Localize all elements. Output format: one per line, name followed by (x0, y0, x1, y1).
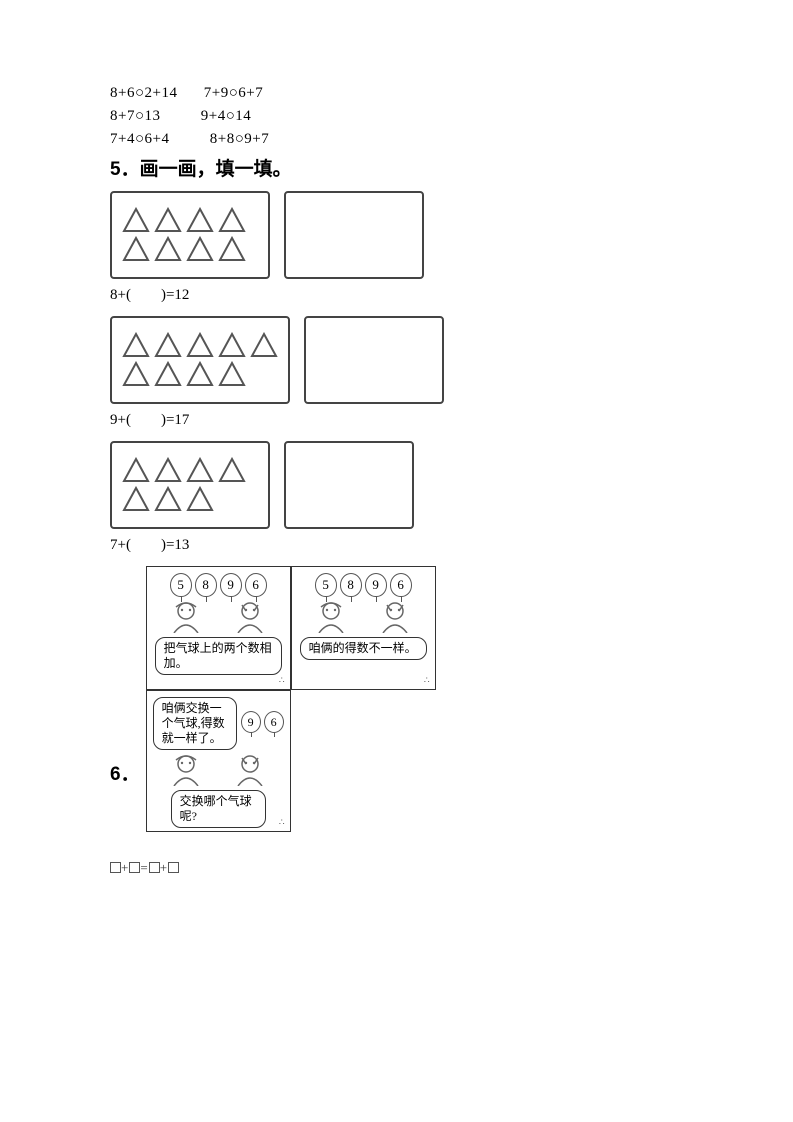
triangle-icon (122, 457, 150, 483)
balloon-icon: 8 (340, 573, 362, 597)
blank-box-icon (110, 862, 121, 873)
balloon-row: 5896 (292, 573, 435, 597)
triangle-icon (122, 332, 150, 358)
triangle-icon (122, 486, 150, 512)
triangle-icon (186, 332, 214, 358)
comparison-row-2: 8+7○13 9+4○14 (110, 108, 670, 125)
kid-icon (377, 601, 413, 633)
blank-box-icon (149, 862, 160, 873)
triangle-pair-row (110, 191, 670, 279)
expr: 8+7○13 (110, 108, 161, 124)
triangle-icon (186, 361, 214, 387)
triangle-icon (122, 236, 150, 262)
comparison-row-1: 8+6○2+14 7+9○6+7 (110, 85, 670, 102)
side-balloons: 96 (241, 711, 284, 733)
triangle-icon (186, 236, 214, 262)
triangle-icon (218, 361, 246, 387)
expr: 7+9○6+7 (204, 85, 263, 101)
triangle-row (122, 236, 258, 262)
kid-icon (313, 601, 349, 633)
q5-heading: 5．画一画，填一填。 (110, 154, 670, 181)
triangle-box (110, 191, 270, 279)
kid-icon (232, 754, 268, 786)
triangle-pair-row (110, 441, 670, 529)
fill-equation: 8+( )=12 (110, 283, 670, 304)
expr: 9+4○14 (201, 108, 252, 124)
comic-grid: 5896 把气球上的两个数相加。 ∴ 5896 咱俩的得数不一样。 ∴ (146, 566, 436, 832)
kid-icon (168, 601, 204, 633)
triangle-row (122, 207, 258, 233)
speech-bubble: 咱俩的得数不一样。 (300, 637, 427, 660)
balloon-row: 5896 (147, 573, 290, 597)
triangle-icon (218, 332, 246, 358)
expr: 7+4○6+4 (110, 131, 169, 147)
triangle-row (122, 457, 258, 483)
fill-equation: 9+( )=17 (110, 408, 670, 429)
comparison-row-3: 7+4○6+4 8+8○9+7 (110, 131, 670, 148)
kid-icon (168, 754, 204, 786)
triangle-icon (186, 457, 214, 483)
page-content: 8+6○2+14 7+9○6+7 8+7○13 9+4○14 7+4○6+4 8… (110, 85, 670, 876)
final-equation: +=+ (110, 860, 670, 876)
triangle-icon (218, 207, 246, 233)
balloon-icon: 6 (390, 573, 412, 597)
balloon-icon: 5 (315, 573, 337, 597)
triangle-row (122, 332, 278, 358)
q5-container: 8+( )=12 9+( )=17 7+( )=13 (110, 191, 670, 554)
triangle-icon (186, 486, 214, 512)
triangle-row (122, 486, 258, 512)
triangle-icon (154, 457, 182, 483)
triangle-box (110, 441, 270, 529)
comic-panel-3: 咱俩交换一个气球,得数就一样了。 96 交换哪个气球呢? ∴ (146, 690, 291, 832)
decoration-dots: ∴ (279, 817, 286, 828)
empty-draw-box (284, 191, 424, 279)
triangle-box (110, 316, 290, 404)
balloon-icon: 9 (365, 573, 387, 597)
kids-figures (147, 601, 290, 633)
balloon-icon: 6 (264, 711, 284, 733)
blank-box-icon (129, 862, 140, 873)
kids-figures (292, 601, 435, 633)
q6-row: 6． 5896 把气球上的两个数相加。 ∴ 5896 咱俩的得数不一样。 ∴ (110, 566, 670, 832)
triangle-icon (122, 361, 150, 387)
balloon-icon: 5 (170, 573, 192, 597)
speech-bubble-top: 咱俩交换一个气球,得数就一样了。 (153, 697, 237, 750)
triangle-icon (154, 361, 182, 387)
triangle-icon (218, 457, 246, 483)
expr: 8+6○2+14 (110, 85, 177, 101)
fill-equation: 7+( )=13 (110, 533, 670, 554)
triangle-icon (218, 236, 246, 262)
triangle-icon (154, 486, 182, 512)
balloon-icon: 6 (245, 573, 267, 597)
comic-panel-1: 5896 把气球上的两个数相加。 ∴ (146, 566, 291, 690)
balloon-icon: 9 (220, 573, 242, 597)
triangle-icon (154, 332, 182, 358)
speech-bubble: 把气球上的两个数相加。 (155, 637, 282, 675)
triangle-pair-row (110, 316, 670, 404)
kid-icon (232, 601, 268, 633)
triangle-icon (186, 207, 214, 233)
triangle-icon (122, 207, 150, 233)
triangle-icon (250, 332, 278, 358)
balloon-icon: 8 (195, 573, 217, 597)
blank-box-icon (168, 862, 179, 873)
speech-bubble-bottom: 交换哪个气球呢? (171, 790, 266, 828)
expr: 8+8○9+7 (210, 131, 269, 147)
triangle-row (122, 361, 278, 387)
empty-draw-box (304, 316, 444, 404)
decoration-dots: ∴ (424, 675, 431, 686)
triangle-icon (154, 207, 182, 233)
triangle-icon (154, 236, 182, 262)
q6-number: 6． (110, 759, 140, 832)
comic-panel-2: 5896 咱俩的得数不一样。 ∴ (291, 566, 436, 690)
kids-figures (147, 754, 290, 786)
balloon-icon: 9 (241, 711, 261, 733)
empty-draw-box (284, 441, 414, 529)
decoration-dots: ∴ (279, 675, 286, 686)
